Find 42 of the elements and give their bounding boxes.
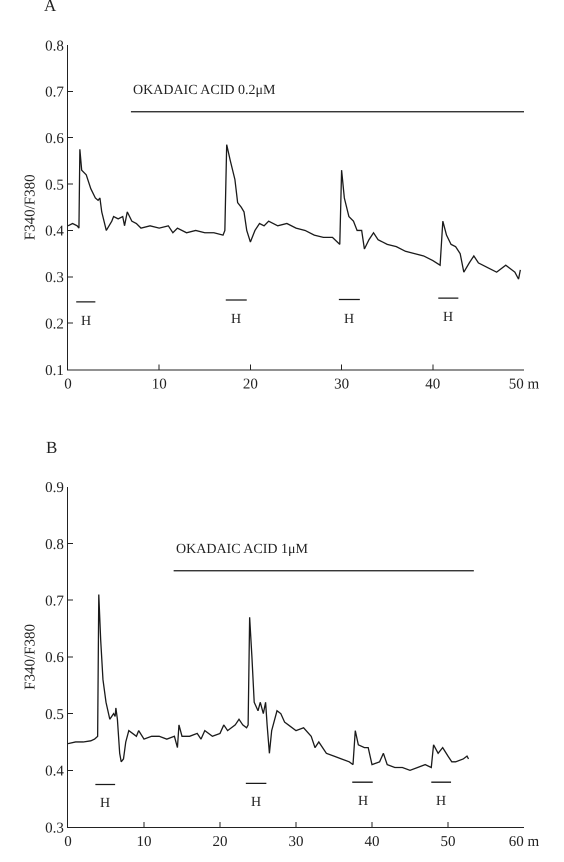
x-tick-label: 0	[64, 376, 72, 393]
annotation: H	[81, 314, 92, 329]
x-tick-label: 10	[152, 376, 167, 393]
y-tick-label: 0.7	[45, 84, 64, 101]
annotation: H	[436, 794, 446, 809]
y-tick-label: 0.7	[45, 593, 64, 610]
y-tick-label: 0.8	[45, 536, 64, 553]
annotation: H	[100, 796, 110, 811]
y-tick-label: 0.4	[45, 764, 64, 780]
y-tick-label: 0.5	[45, 177, 64, 194]
annotation: OKADAIC ACID 1μM	[176, 542, 309, 557]
x-tick-label: 30	[288, 834, 304, 850]
x-tick-label: 10	[136, 834, 152, 850]
x-tick-label: 30	[334, 376, 350, 393]
y-axis-title: F340/F380	[22, 624, 38, 690]
y-tick-label: 0.3	[45, 820, 64, 836]
chart-title: B	[46, 438, 58, 457]
annotation: H	[358, 794, 368, 809]
chart-title: A	[44, 0, 57, 15]
y-tick-label: 0.1	[45, 362, 64, 379]
y-tick-label: 0.8	[45, 38, 64, 54]
x-tick-label: 20	[242, 376, 258, 393]
annotation: OKADAIC ACID 0.2μM	[133, 83, 276, 98]
x-tick-label: 0	[64, 834, 72, 850]
y-tick-label: 0.6	[45, 650, 64, 666]
x-tick-label: 40	[425, 376, 440, 393]
x-tick-label: 20	[212, 834, 228, 850]
annotation: H	[443, 310, 454, 325]
x-tick-label: 60 m	[508, 834, 540, 850]
x-tick-label: 50 m	[508, 376, 540, 393]
x-tick-label: 50	[440, 834, 456, 850]
annotation: H	[231, 312, 242, 327]
y-tick-label: 0.4	[45, 224, 64, 240]
y-tick-label: 0.3	[45, 270, 64, 286]
y-tick-label: 0.5	[45, 706, 64, 723]
y-tick-label: 0.2	[45, 316, 64, 332]
y-axis-title: F340/F380	[22, 174, 38, 240]
y-tick-label: 0.6	[45, 130, 64, 147]
annotation: H	[344, 312, 354, 327]
x-tick-label: 40	[364, 834, 380, 850]
annotation: H	[251, 795, 262, 810]
y-tick-label: 0.9	[45, 480, 64, 496]
